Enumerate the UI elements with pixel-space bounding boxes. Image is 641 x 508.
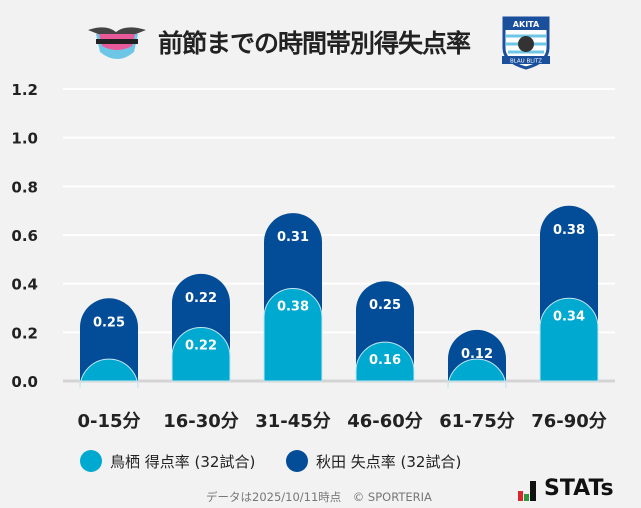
data-label-akita: 0.25	[93, 315, 125, 330]
legend-swatch	[286, 450, 308, 472]
bar-tosu-scored	[447, 358, 507, 389]
bar-tosu-scored	[539, 297, 599, 382]
x-tick-label: 61-75分	[439, 411, 515, 432]
sagan-tosu-logo	[88, 27, 146, 59]
x-tick-label: 76-90分	[531, 411, 607, 432]
x-tick-label: 31-45分	[255, 411, 331, 432]
stats-brand: STATs	[518, 476, 614, 501]
data-label-tosu: 0.38	[277, 300, 309, 315]
y-tick-label: 0.2	[11, 324, 38, 342]
data-label-akita: 0.12	[461, 347, 493, 362]
bar-tosu-scored	[171, 327, 231, 382]
svg-text:AKITA: AKITA	[513, 20, 540, 29]
data-label-tosu: 0.22	[185, 338, 217, 353]
y-tick-label: 0.4	[11, 276, 38, 294]
data-label-akita: 0.31	[277, 230, 309, 245]
bar-akita-conceded	[80, 298, 138, 381]
chart-title: 前節までの時間帯別得失点率	[158, 29, 471, 58]
x-tick-label: 46-60分	[347, 411, 423, 432]
stats-brand-text: STATs	[544, 476, 614, 501]
stats-bars-icon	[518, 481, 536, 501]
data-label-tosu: 0.16	[369, 353, 401, 368]
legend-label: 鳥栖 得点率 (32試合)	[110, 452, 256, 471]
svg-text:BLAU BLITZ: BLAU BLITZ	[510, 59, 542, 65]
legend-swatch	[80, 450, 102, 472]
legend-item-tosu: 鳥栖 得点率 (32試合)	[80, 450, 255, 472]
x-tick-label: 0-15分	[77, 411, 140, 432]
blaublitz-akita-logo: AKITA BLAU BLITZ	[502, 16, 550, 70]
bar-tosu-scored	[79, 358, 139, 389]
x-tick-label: 16-30分	[163, 411, 239, 432]
y-tick-label: 0.6	[11, 227, 38, 245]
bar-chart: 0.0 0.2 0.4 0.6 0.8 1.0 1.2 0.25 0-15分 0.22 0.22 16…	[11, 81, 615, 432]
legend-item-akita: 秋田 失点率 (32試合)	[286, 450, 461, 472]
y-tick-label: 0.8	[11, 178, 38, 196]
y-tick-label: 0.0	[11, 373, 38, 391]
data-label-akita: 0.38	[553, 223, 585, 238]
bar-tosu-scored	[355, 341, 415, 382]
bar-tosu-scored	[263, 288, 323, 382]
footer-note: データは2025/10/11時点 © SPORTERIA	[206, 490, 432, 504]
data-label-akita: 0.22	[185, 291, 217, 306]
y-tick-label: 1.0	[11, 130, 38, 148]
y-tick-label: 1.2	[11, 81, 38, 99]
data-label-tosu: 0.34	[553, 309, 585, 324]
legend-label: 秋田 失点率 (32試合)	[316, 452, 462, 471]
data-label-akita: 0.25	[369, 298, 401, 313]
